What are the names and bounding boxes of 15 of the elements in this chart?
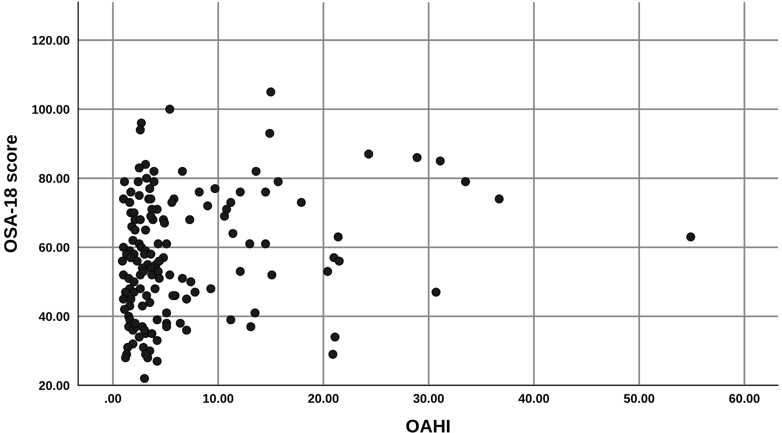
x-tick-label: 10.00 — [203, 394, 234, 403]
y-axis-title: OSA-18 score — [4, 135, 17, 252]
x-tick-label: .00 — [105, 394, 122, 403]
y-tick-label: 100.00 — [32, 104, 70, 114]
y-tick-label: 80.00 — [38, 174, 70, 183]
x-axis-title: OAHI — [406, 420, 450, 433]
y-tick-label: 40.00 — [38, 312, 70, 321]
x-tick-label: 40.00 — [518, 394, 550, 403]
y-tick-label: 120.00 — [32, 36, 70, 45]
y-tick-label: 20.00 — [39, 381, 70, 390]
x-tick-label: 20.00 — [308, 394, 339, 403]
x-tick-label: 30.00 — [413, 394, 444, 403]
x-tick-label: 50.00 — [624, 394, 654, 403]
y-tick-label: 60.00 — [39, 243, 70, 252]
x-tick-label: 60.00 — [729, 394, 760, 403]
